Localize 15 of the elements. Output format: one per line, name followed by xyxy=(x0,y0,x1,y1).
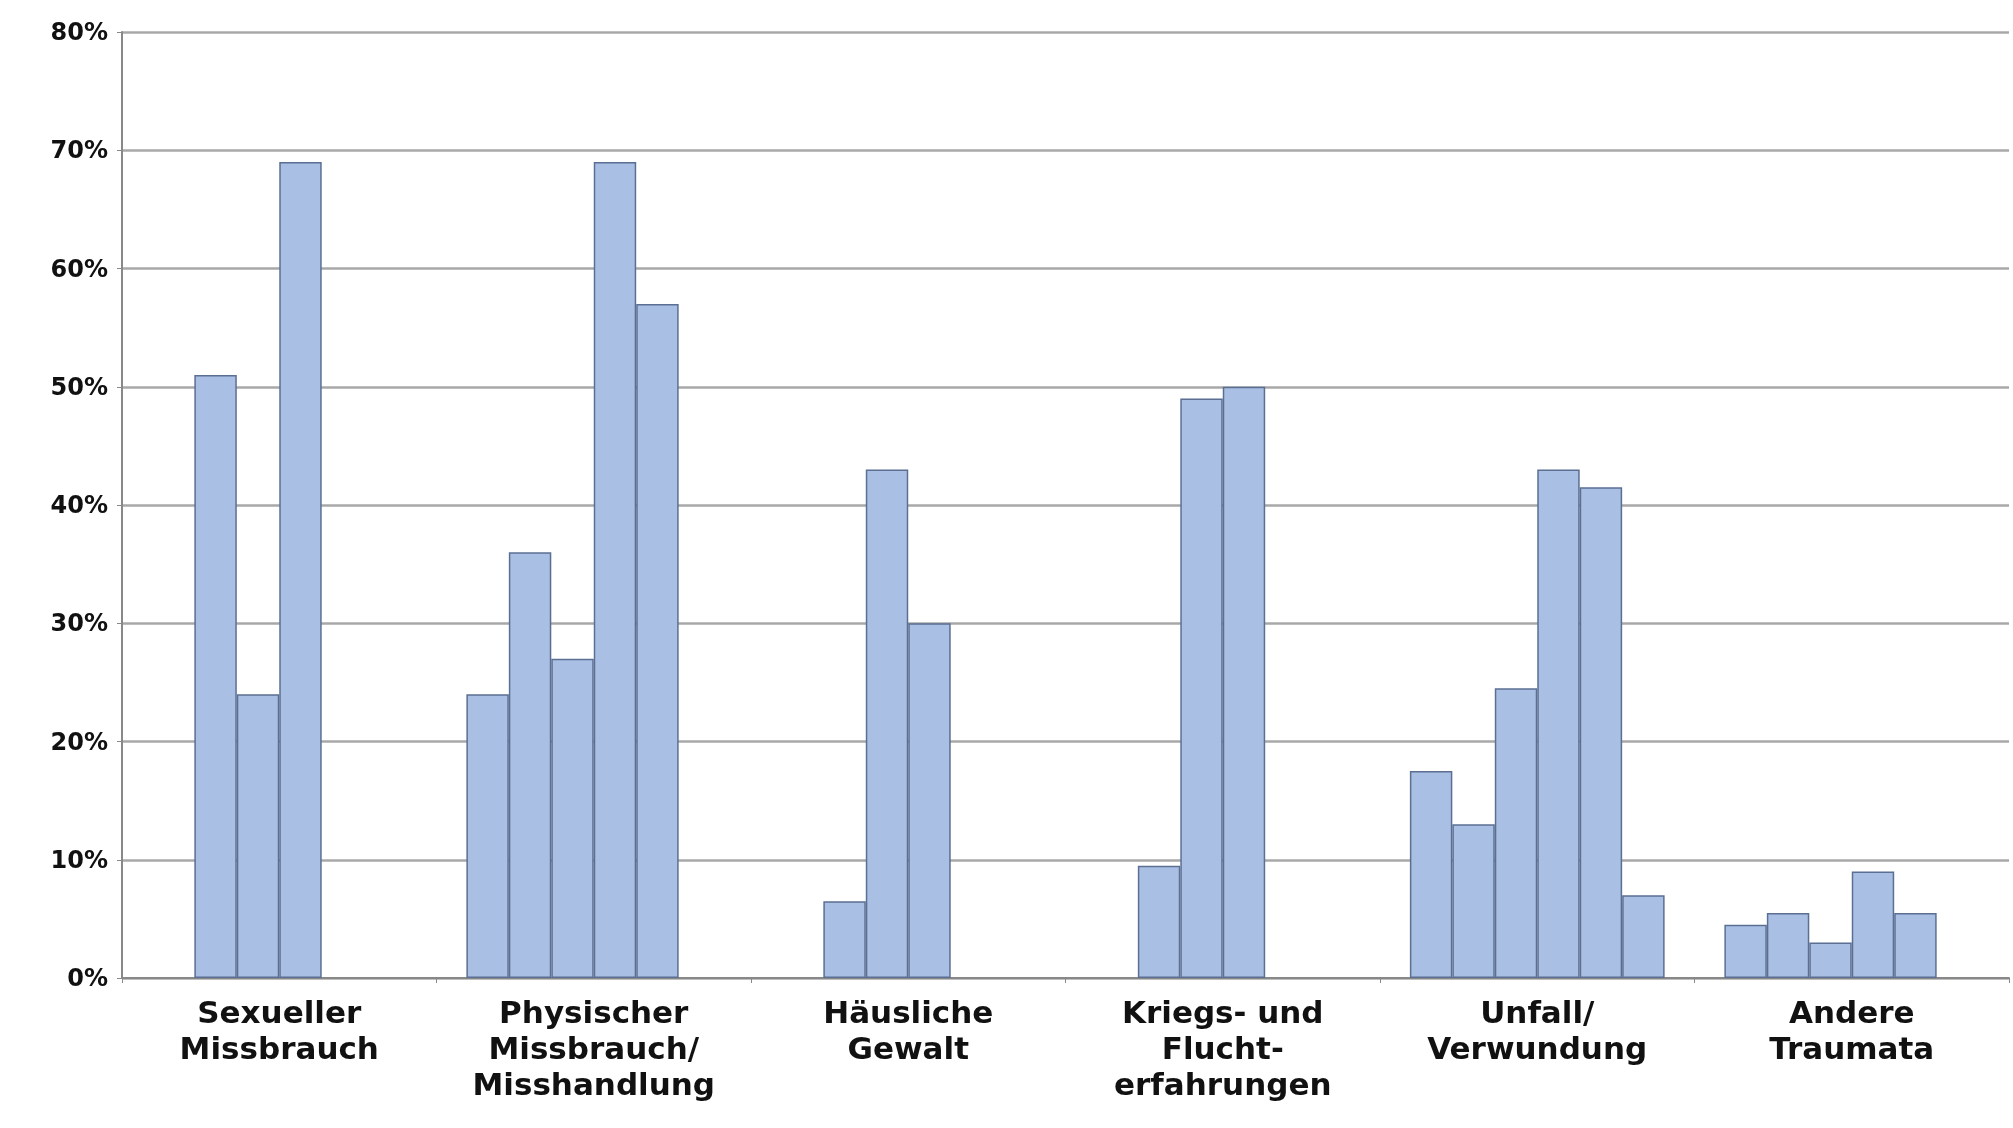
x-tick-label: Andere Traumata xyxy=(1769,994,1935,1066)
y-tick-label: 20% xyxy=(50,727,108,756)
y-tick-label: 50% xyxy=(50,372,108,401)
x-tick-label: Sexueller Missbrauch xyxy=(179,994,379,1066)
y-tick-label: 80% xyxy=(50,18,108,46)
x-tick-label: Kriegs- und Flucht- erfahrungen xyxy=(1114,994,1332,1102)
y-tick-label: 10% xyxy=(50,845,108,874)
y-tick-label: 30% xyxy=(50,609,108,638)
x-tick-label: Physischer Missbrauch/ Misshandlung xyxy=(472,994,716,1102)
y-tick-label: 0% xyxy=(67,964,108,992)
x-tick-label: Häusliche Gewalt xyxy=(823,994,994,1066)
x-tick-label: Unfall/ Verwundung xyxy=(1427,994,1648,1066)
y-tick-label: 60% xyxy=(50,254,108,283)
y-tick-label: 70% xyxy=(50,136,108,165)
y-tick-label: 40% xyxy=(50,491,108,519)
